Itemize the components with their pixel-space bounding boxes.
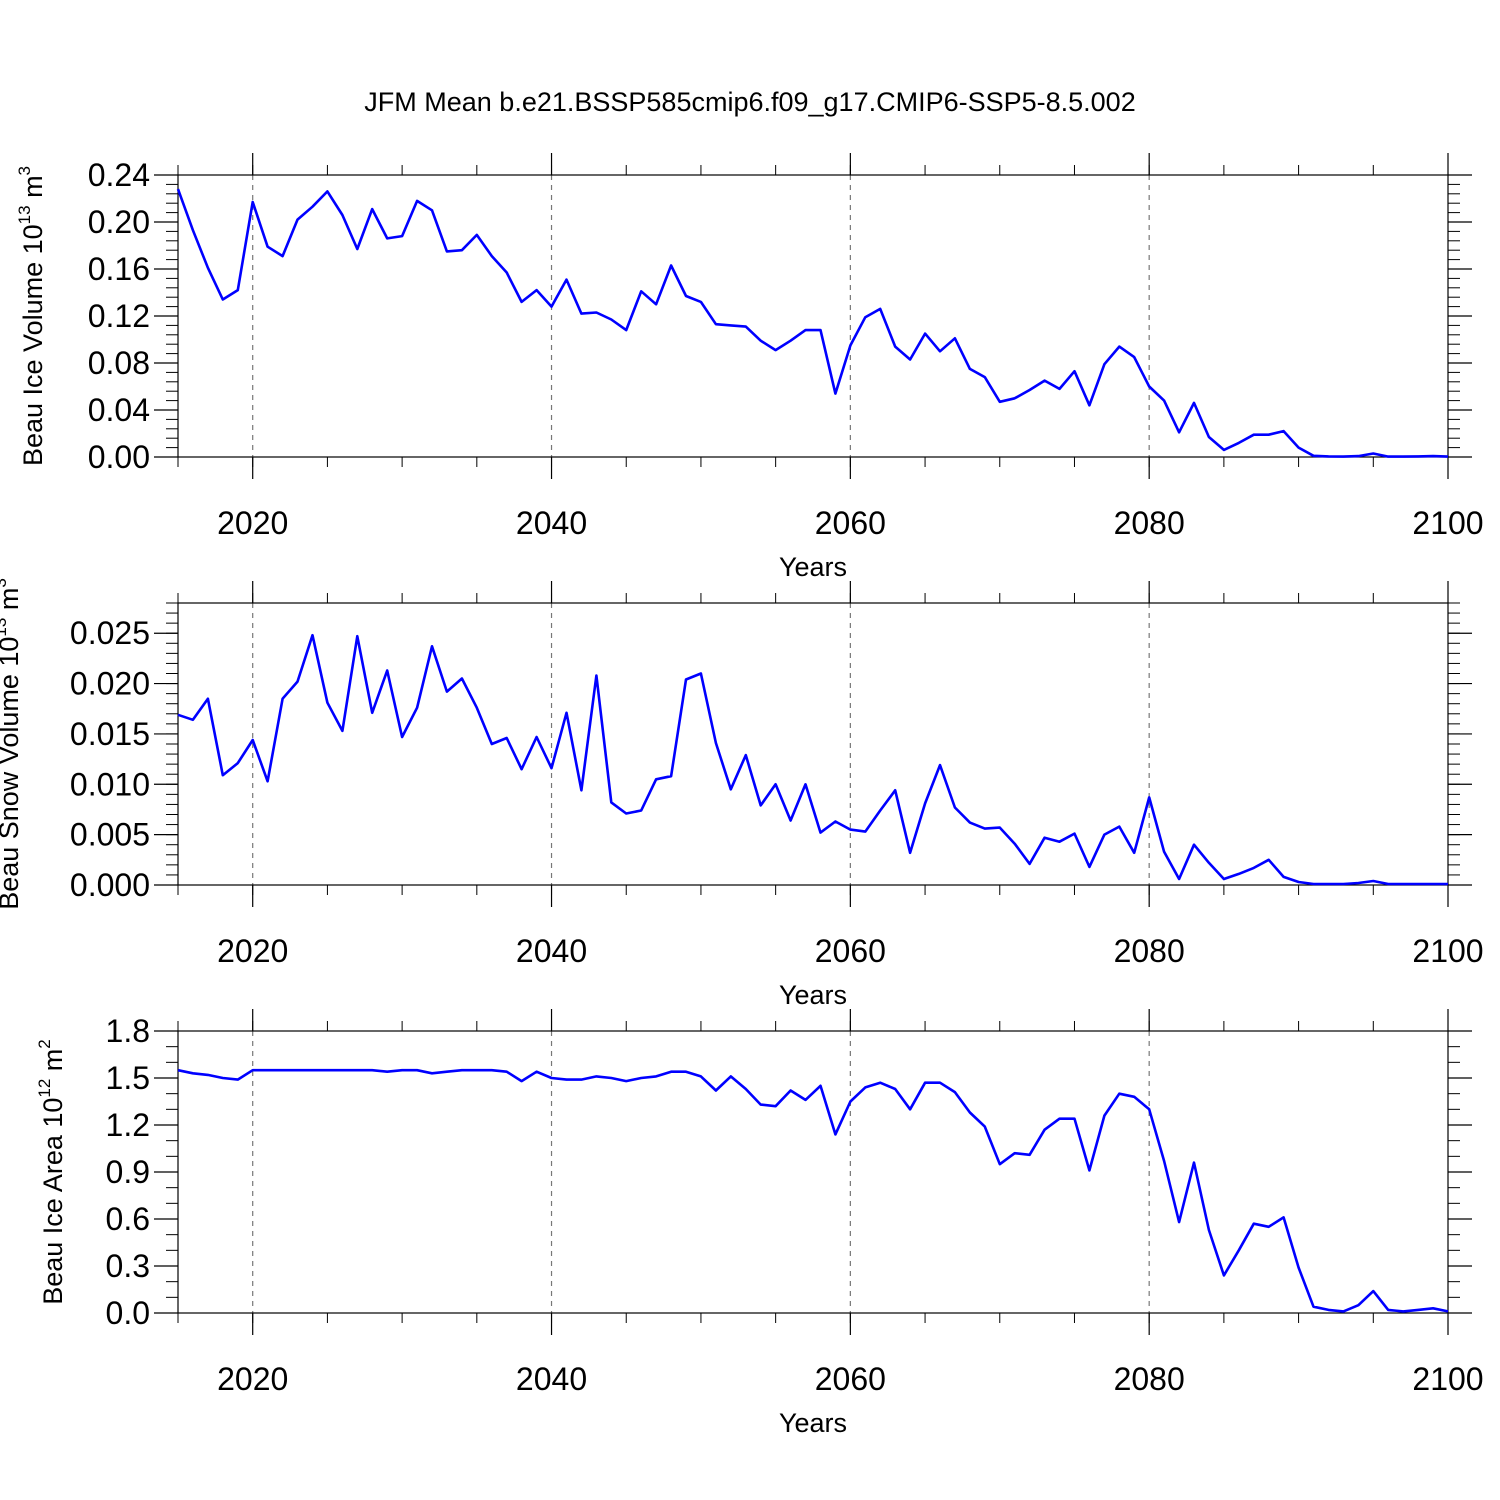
x-tick-label: 2100 xyxy=(1412,505,1483,541)
y-tick-label: 0.005 xyxy=(70,817,150,853)
x-axis-label: Years xyxy=(779,1408,847,1438)
y-tick-label: 0.000 xyxy=(70,867,150,903)
y-tick-label: 0.16 xyxy=(88,251,150,287)
x-tick-label: 2060 xyxy=(815,933,886,969)
y-tick-label: 0.015 xyxy=(70,716,150,752)
y-tick-label: 0.025 xyxy=(70,615,150,651)
x-tick-label: 2080 xyxy=(1114,505,1185,541)
x-tick-label: 2020 xyxy=(217,933,288,969)
y-axis-label: Beau Ice Area 1012 m2 xyxy=(35,1039,68,1305)
y-tick-label: 0.020 xyxy=(70,666,150,702)
x-tick-label: 2040 xyxy=(516,1361,587,1397)
y-axis-label: Beau Snow Volume 1013 m3 xyxy=(0,578,24,910)
y-tick-label: 0.00 xyxy=(88,439,150,475)
y-tick-label: 0.04 xyxy=(88,392,150,428)
figure-title: JFM Mean b.e21.BSSP585cmip6.f09_g17.CMIP… xyxy=(364,87,1135,117)
y-tick-label: 1.8 xyxy=(106,1013,150,1049)
panels: 0.00 0.04 0.08 0.12 0.16 0.20 0.24 2020 2040 2060… xyxy=(0,153,1484,1438)
plot-frame xyxy=(177,602,1449,886)
y-tick-label: 1.5 xyxy=(106,1060,150,1096)
x-tick-label: 2100 xyxy=(1412,933,1483,969)
y-tick-label: 1.2 xyxy=(106,1107,150,1143)
y-tick-label: 0.24 xyxy=(88,157,150,193)
x-axis-label: Years xyxy=(779,552,847,582)
x-tick-label: 2060 xyxy=(815,1361,886,1397)
x-tick-label: 2080 xyxy=(1114,1361,1185,1397)
y-axis-label: Beau Ice Volume 1013 m3 xyxy=(15,166,48,466)
x-tick-label: 2060 xyxy=(815,505,886,541)
series-line xyxy=(177,1068,1449,1313)
x-tick-label: 2020 xyxy=(217,1361,288,1397)
y-tick-label: 0.010 xyxy=(70,766,150,802)
x-axis-label: Years xyxy=(779,980,847,1010)
y-tick-label: 0.12 xyxy=(88,298,150,334)
x-tick-label: 2080 xyxy=(1114,933,1185,969)
x-tick-label: 2100 xyxy=(1412,1361,1483,1397)
plot-frame xyxy=(177,1030,1449,1314)
series-line xyxy=(176,188,1449,458)
y-tick-label: 0.6 xyxy=(106,1201,150,1237)
panel-3: 0.0 0.3 0.6 0.9 1.2 1.5 1.8 2020 2040 2060 2080 210… xyxy=(35,1009,1484,1438)
y-tick-label: 0.9 xyxy=(106,1154,150,1190)
x-tick-label: 2040 xyxy=(516,505,587,541)
y-tick-label: 0.08 xyxy=(88,345,150,381)
x-tick-label: 2020 xyxy=(217,505,288,541)
panel-2: 0.000 0.005 0.010 0.015 0.020 0.025 2020 2040 20… xyxy=(0,578,1484,1010)
y-tick-label: 0.0 xyxy=(106,1295,150,1331)
series-line xyxy=(177,633,1448,886)
y-tick-label: 0.3 xyxy=(106,1248,150,1284)
panel-1: 0.00 0.04 0.08 0.12 0.16 0.20 0.24 2020 2040 2060… xyxy=(15,153,1484,582)
y-tick-label: 0.20 xyxy=(88,204,150,240)
x-tick-label: 2040 xyxy=(516,933,587,969)
